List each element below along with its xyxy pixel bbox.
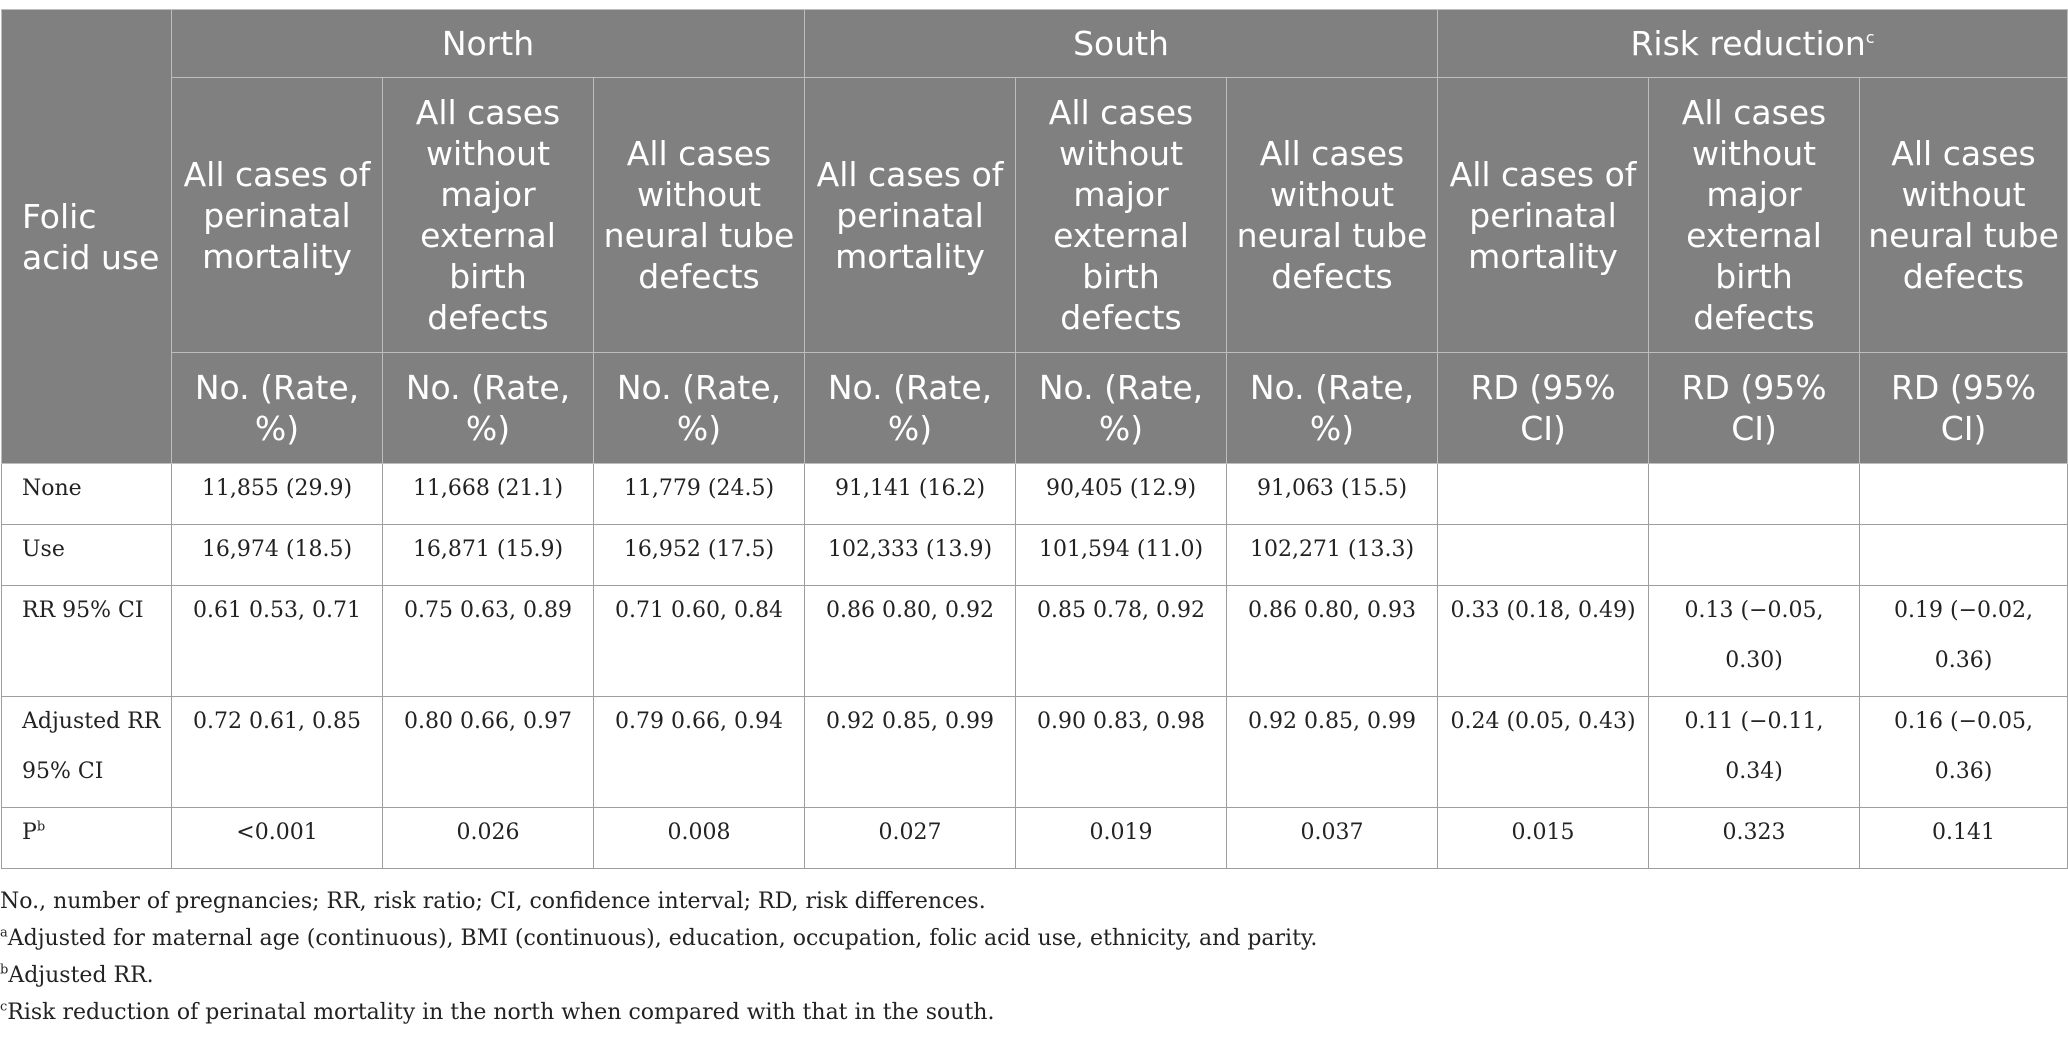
table-cell: 90,405 (12.9) <box>1015 463 1228 525</box>
row-label: Adjusted RR 95% CI <box>1 696 172 808</box>
table-cell: 101,594 (11.0) <box>1015 524 1228 586</box>
table-cell: 0.027 <box>804 807 1017 869</box>
table-cell <box>1437 463 1650 525</box>
unit-header: No. (Rate, %) <box>592 352 806 464</box>
table-cell: 0.86 0.80, 0.92 <box>804 585 1017 697</box>
subcol-header: All cases without neural tube defects <box>1226 77 1439 353</box>
results-table-container: Folic acid use North South Risk reductio… <box>0 9 2068 869</box>
table-footnotes: No., number of pregnancies; RR, risk rat… <box>0 883 1317 1031</box>
table-cell: 0.92 0.85, 0.99 <box>1226 696 1439 808</box>
table-cell <box>1859 463 2068 525</box>
footnote: cRisk reduction of perinatal mortality i… <box>0 999 995 1025</box>
table-cell: 0.79 0.66, 0.94 <box>592 696 806 808</box>
row-label: Use <box>1 524 172 586</box>
table-cell: 0.90 0.83, 0.98 <box>1015 696 1228 808</box>
table-cell: 0.86 0.80, 0.93 <box>1226 585 1439 697</box>
table-cell: 16,952 (17.5) <box>592 524 806 586</box>
table-cell: 0.92 0.85, 0.99 <box>804 696 1017 808</box>
table-row-none: None 11,855 (29.9) 11,668 (21.1) 11,779 … <box>1 463 2068 525</box>
unit-header: No. (Rate, %) <box>171 352 383 464</box>
folic-acid-results-table: Folic acid use North South Risk reductio… <box>1 9 2068 869</box>
table-cell <box>1859 524 2068 586</box>
subcol-header: All cases without neural tube defects <box>1859 77 2068 353</box>
subcol-header: All cases without major external birth d… <box>382 77 594 353</box>
table-cell: 0.33 (0.18, 0.49) <box>1437 585 1650 697</box>
subcol-header: All cases of perinatal mortality <box>804 77 1017 353</box>
subcol-header: All cases of perinatal mortality <box>171 77 383 353</box>
subcol-header: All cases without major external birth d… <box>1648 77 1861 353</box>
table-cell: <0.001 <box>171 807 383 869</box>
unit-header: RD (95% CI) <box>1437 352 1650 464</box>
row-label: Pb <box>1 807 172 869</box>
table-row-use: Use 16,974 (18.5) 16,871 (15.9) 16,952 (… <box>1 524 2068 586</box>
table-cell: 11,668 (21.1) <box>382 463 594 525</box>
table-cell: 0.85 0.78, 0.92 <box>1015 585 1228 697</box>
group-header-north: North <box>170 9 806 78</box>
table-cell <box>1437 524 1650 586</box>
table-cell: 0.24 (0.05, 0.43) <box>1437 696 1650 808</box>
footnote: No., number of pregnancies; RR, risk rat… <box>0 889 986 914</box>
row-label: None <box>1 463 172 525</box>
table-cell: 0.19 (−0.02, 0.36) <box>1859 585 2068 697</box>
table-cell <box>1648 524 1861 586</box>
table-cell: 0.141 <box>1859 807 2068 869</box>
table-cell: 0.037 <box>1226 807 1439 869</box>
table-cell: 0.13 (−0.05, 0.30) <box>1648 585 1861 697</box>
table-cell: 91,063 (15.5) <box>1226 463 1439 525</box>
group-header-south: South <box>804 9 1439 78</box>
table-cell: 102,271 (13.3) <box>1226 524 1439 586</box>
row-label-header: Folic acid use <box>1 9 172 464</box>
table-row-rr: RR 95% CI 0.61 0.53, 0.71 0.75 0.63, 0.8… <box>1 585 2068 697</box>
table-cell: 0.80 0.66, 0.97 <box>382 696 594 808</box>
subcol-header: All cases without neural tube defects <box>592 77 806 353</box>
footnote: bAdjusted RR. <box>0 962 154 988</box>
table-cell: 16,871 (15.9) <box>382 524 594 586</box>
table-row-adjusted-rr: Adjusted RR 95% CI 0.72 0.61, 0.85 0.80 … <box>1 696 2068 808</box>
unit-header: RD (95% CI) <box>1648 352 1861 464</box>
table-cell: 0.72 0.61, 0.85 <box>171 696 383 808</box>
unit-header: No. (Rate, %) <box>1015 352 1228 464</box>
table-cell <box>1648 463 1861 525</box>
unit-header: No. (Rate, %) <box>382 352 594 464</box>
table-cell: 16,974 (18.5) <box>171 524 383 586</box>
subcol-header: All cases of perinatal mortality <box>1437 77 1650 353</box>
table-cell: 0.61 0.53, 0.71 <box>171 585 383 697</box>
table-row-p: Pb <0.001 0.026 0.008 0.027 0.019 0.037 … <box>1 807 2068 869</box>
table-cell: 0.71 0.60, 0.84 <box>592 585 806 697</box>
table-cell: 0.026 <box>382 807 594 869</box>
table-cell: 0.019 <box>1015 807 1228 869</box>
unit-header: RD (95% CI) <box>1859 352 2068 464</box>
subcol-header: All cases without major external birth d… <box>1015 77 1228 353</box>
table-cell: 0.008 <box>592 807 806 869</box>
table-cell: 11,779 (24.5) <box>592 463 806 525</box>
unit-header: No. (Rate, %) <box>1226 352 1439 464</box>
row-label: RR 95% CI <box>1 585 172 697</box>
unit-header: No. (Rate, %) <box>804 352 1017 464</box>
table-cell: 0.323 <box>1648 807 1861 869</box>
table-cell: 102,333 (13.9) <box>804 524 1017 586</box>
table-cell: 0.75 0.63, 0.89 <box>382 585 594 697</box>
table-cell: 0.11 (−0.11, 0.34) <box>1648 696 1861 808</box>
table-cell: 91,141 (16.2) <box>804 463 1017 525</box>
footnote: aAdjusted for maternal age (continuous),… <box>0 925 1318 951</box>
table-cell: 0.015 <box>1437 807 1650 869</box>
table-cell: 11,855 (29.9) <box>171 463 383 525</box>
group-header-risk-reduction: Risk reductionc <box>1437 9 2068 78</box>
table-cell: 0.16 (−0.05, 0.36) <box>1859 696 2068 808</box>
